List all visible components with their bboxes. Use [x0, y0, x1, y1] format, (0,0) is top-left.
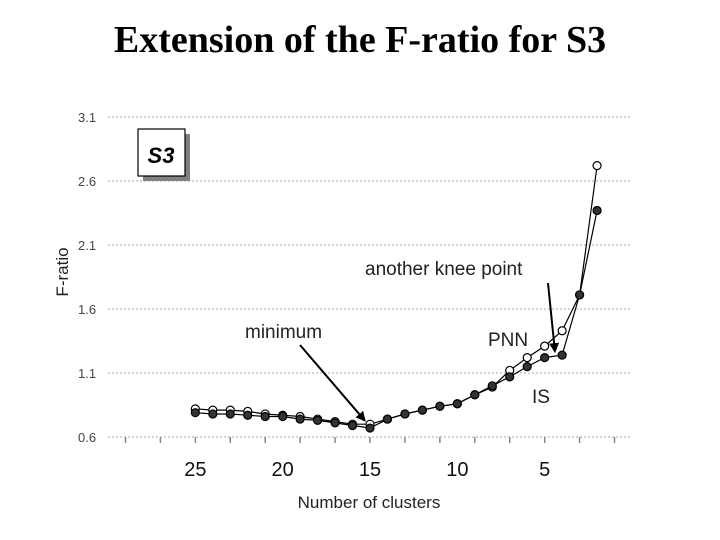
x-tick-label: 5 [539, 459, 550, 481]
inset-label-box: S3 [137, 128, 190, 181]
y-tick-label: 3.1 [78, 110, 96, 125]
x-tick-labels: 25 20 15 10 5 [184, 459, 550, 481]
y-tick-label: 2.6 [78, 174, 96, 189]
data-point-is [278, 411, 288, 422]
data-point-is [208, 409, 218, 419]
y-tick-label: 2.1 [78, 238, 96, 253]
y-tick-label: 1.6 [78, 302, 96, 317]
data-point-is [243, 410, 253, 420]
x-tick-label: 10 [446, 459, 468, 481]
x-tick-marks [124, 437, 616, 443]
data-point-pnn [557, 326, 567, 336]
y-tick-labels: 0.6 1.1 1.6 2.1 2.6 3.1 [78, 110, 96, 445]
data-point-pnn [522, 353, 532, 363]
data-point-is [313, 415, 323, 425]
label-pnn: PNN [488, 330, 528, 351]
y-tick-label: 0.6 [78, 430, 96, 445]
x-tick-label: 15 [359, 459, 381, 481]
x-tick-label: 25 [184, 459, 206, 481]
data-point-is [382, 414, 393, 424]
data-point-is [435, 401, 445, 411]
data-point-is [295, 414, 305, 424]
data-point-is [505, 372, 515, 382]
x-tick-label: 20 [272, 459, 294, 481]
data-point-is [365, 423, 375, 433]
data-point-is [260, 411, 270, 422]
label-is: IS [532, 387, 550, 408]
data-point-is [330, 418, 340, 428]
data-point-is [557, 350, 567, 360]
annotation-knee-text: another knee point [365, 259, 523, 280]
series-line-pnn [195, 165, 598, 425]
data-point-is [190, 408, 200, 418]
annotation-knee-point: another knee point [365, 259, 560, 354]
data-point-is [417, 405, 427, 415]
inset-label: S3 [148, 143, 175, 168]
data-point-is [470, 390, 480, 400]
series-is [190, 205, 602, 433]
data-point-is [347, 420, 358, 431]
data-point-is [487, 381, 497, 391]
data-point-is [592, 205, 602, 216]
annotation-minimum-text: minimum [245, 322, 322, 343]
chart-title: Extension of the F-ratio for S3 [113, 19, 607, 61]
data-point-pnn [592, 161, 602, 171]
arrow-knee-point [547, 282, 560, 354]
arrow-minimum [299, 344, 366, 422]
x-axis-label: Number of clusters [298, 493, 441, 512]
annotation-minimum: minimum [245, 322, 366, 422]
data-point-is [522, 362, 532, 372]
y-tick-label: 1.1 [78, 366, 96, 381]
data-point-is [400, 409, 410, 419]
data-point-is [574, 290, 585, 300]
data-point-is [452, 399, 462, 409]
data-point-pnn [540, 341, 550, 351]
data-point-is [225, 409, 235, 419]
data-point-is [540, 353, 550, 363]
y-axis-label: F-ratio [53, 247, 72, 296]
